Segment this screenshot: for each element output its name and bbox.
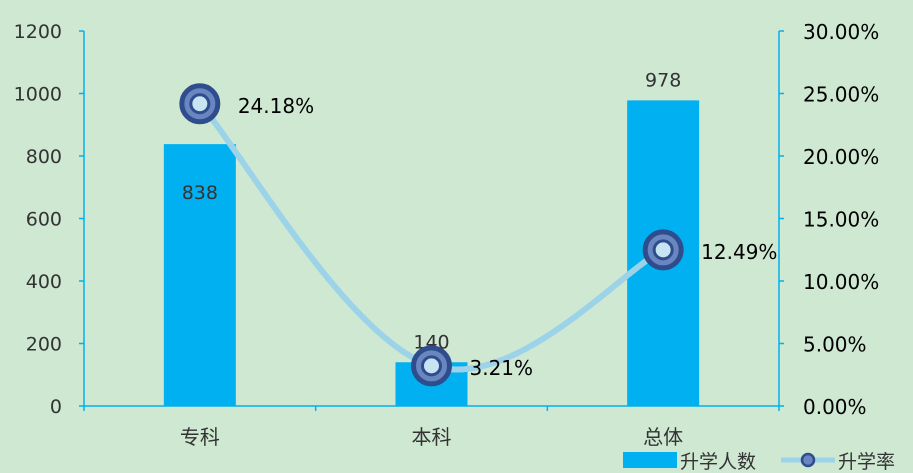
left-tick-label-1: 200 <box>26 334 62 356</box>
category-label-2: 本科 <box>412 425 452 449</box>
line-path <box>196 100 667 373</box>
axes: 0 200 400 600 800 1000 1200 0.00% 5.00% 10.00% 15.… <box>14 20 880 449</box>
right-tick-label-5: 25.00% <box>803 83 879 107</box>
legend-bar-label: 升学人数 <box>680 451 756 473</box>
left-tick-label-0: 0 <box>50 396 62 418</box>
line-marker-inner-2 <box>421 355 442 377</box>
line-marker-inner-3 <box>652 239 674 261</box>
line-value-label-3: 12.49% <box>701 240 777 264</box>
line-value-label-2: 3.21% <box>470 356 534 380</box>
bar-1 <box>163 144 236 406</box>
line-series <box>179 83 684 387</box>
legend-line-label: 升学率 <box>838 451 895 473</box>
right-tick-label-1: 5.00% <box>803 333 867 357</box>
right-tick-label-4: 20.00% <box>803 145 879 169</box>
right-tick-label-0: 0.00% <box>803 395 867 419</box>
line-data-labels: 24.18% 3.21% 12.49% <box>238 94 778 380</box>
right-tick-label-2: 10.00% <box>803 270 879 294</box>
left-tick-label-5: 1000 <box>14 84 62 106</box>
bar-value-label-1: 838 <box>182 182 218 204</box>
left-tick-label-3: 600 <box>26 209 62 231</box>
right-tick-label-3: 15.00% <box>803 208 879 232</box>
bar-value-label-3: 978 <box>645 69 681 91</box>
line-marker-inner-1 <box>189 93 211 115</box>
category-label-1: 专科 <box>180 425 220 449</box>
legend-line-marker <box>800 452 816 468</box>
left-tick-label-6: 1200 <box>14 21 62 43</box>
category-label-3: 总体 <box>643 425 683 449</box>
left-tick-label-2: 400 <box>26 271 62 293</box>
line-value-label-1: 24.18% <box>238 94 314 118</box>
legend-bar-swatch <box>623 452 677 468</box>
legend: 升学人数 升学率 <box>623 451 895 473</box>
right-tick-label-6: 30.00% <box>803 20 879 44</box>
left-tick-label-4: 800 <box>26 146 62 168</box>
